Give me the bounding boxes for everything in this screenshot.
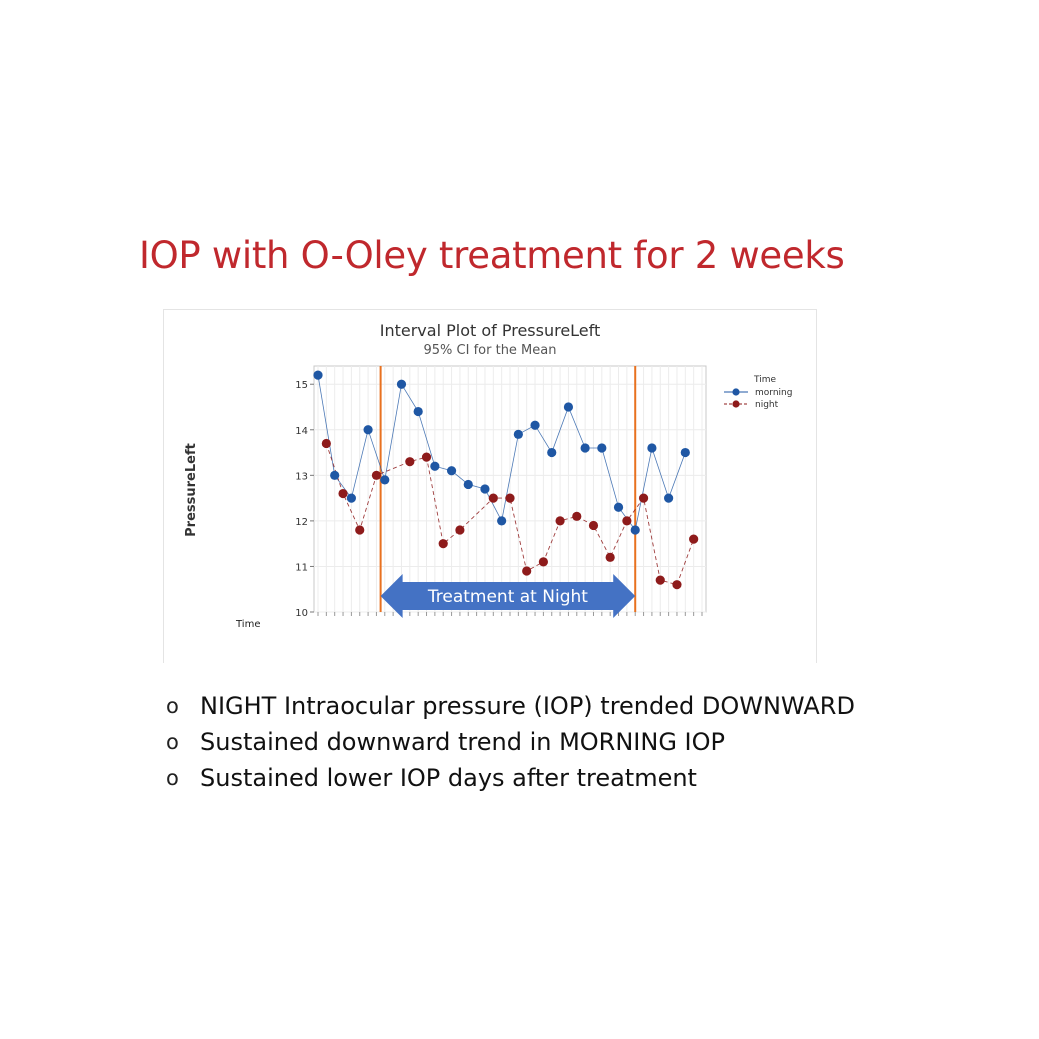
data-point-night [588, 520, 599, 531]
data-point-morning [480, 484, 490, 494]
data-point-morning [463, 479, 473, 490]
bullet-text: Sustained lower IOP days after treatment [200, 764, 697, 792]
legend-title: Time [753, 375, 776, 385]
data-point-night [555, 516, 565, 526]
y-tick-label: 12 [295, 517, 308, 528]
data-point-night [438, 539, 448, 549]
bullet-marker: o [166, 694, 179, 718]
interval-plot-chart: Interval Plot of PressureLeft 95% CI for… [163, 309, 817, 663]
data-point-morning [630, 525, 640, 535]
data-point-night [672, 580, 682, 590]
data-point-night [321, 438, 331, 449]
data-point-morning [363, 425, 373, 435]
treatment-label: Treatment at Night [427, 587, 588, 607]
data-point-morning [430, 461, 440, 471]
data-point-night [405, 457, 415, 467]
legend-marker-morning [732, 388, 740, 396]
y-tick-label: 11 [295, 562, 308, 573]
y-tick-label: 13 [295, 471, 308, 482]
data-point-night [455, 525, 465, 535]
bullet-text: NIGHT Intraocular pressure (IOP) trended… [200, 692, 855, 720]
x-axis-label: Time [235, 619, 260, 630]
data-point-morning [497, 516, 507, 526]
bullet-list: o NIGHT Intraocular pressure (IOP) trend… [166, 688, 855, 796]
data-point-night [689, 534, 699, 544]
data-point-morning [346, 493, 356, 503]
data-point-night [505, 493, 515, 503]
data-point-morning [513, 429, 523, 439]
y-tick-label: 14 [295, 426, 308, 437]
bullet-marker: o [166, 730, 179, 754]
bullet-text: Sustained downward trend in MORNING IOP [200, 728, 725, 756]
chart-svg: Interval Plot of PressureLeft 95% CI for… [184, 321, 792, 630]
y-tick-label: 15 [295, 380, 308, 391]
y-axis-ticks: 10 11 12 13 14 15 [295, 380, 314, 619]
data-series [313, 370, 699, 590]
legend: Time morning night [724, 375, 792, 410]
treatment-arrow [380, 574, 636, 619]
data-point-morning [547, 447, 557, 458]
data-point-morning [597, 443, 607, 453]
legend-marker-night [732, 400, 740, 408]
data-point-morning [680, 447, 690, 458]
data-point-morning [530, 420, 540, 430]
y-axis-label: PressureLeft [184, 443, 199, 537]
slide-title: IOP with O-Oley treatment for 2 weeks [139, 234, 845, 277]
data-point-night [572, 511, 582, 521]
data-point-night [605, 552, 615, 562]
bullet-item: o Sustained downward trend in MORNING IO… [166, 724, 855, 760]
data-point-morning [563, 402, 574, 412]
data-point-morning [580, 443, 590, 453]
bullet-marker: o [166, 766, 179, 790]
chart-subtitle: 95% CI for the Mean [424, 343, 557, 358]
data-point-morning [613, 502, 624, 512]
y-tick-label: 10 [295, 608, 308, 619]
treatment-reference-lines [379, 366, 637, 612]
legend-label-night: night [755, 400, 779, 410]
data-point-night [538, 557, 548, 567]
data-point-morning [647, 443, 657, 453]
data-point-morning [446, 466, 457, 476]
data-point-night [488, 493, 498, 503]
data-point-morning [380, 475, 390, 485]
data-point-morning [396, 379, 407, 389]
data-point-night [371, 470, 382, 480]
data-point-night [655, 575, 665, 585]
legend-items: morning night [724, 388, 792, 410]
bullet-item: o Sustained lower IOP days after treatme… [166, 760, 855, 796]
data-point-night [622, 516, 632, 526]
data-point-night [338, 488, 348, 499]
bullet-item: o NIGHT Intraocular pressure (IOP) trend… [166, 688, 855, 724]
data-point-night [638, 493, 649, 503]
treatment-annotation: Treatment at Night [380, 574, 636, 619]
data-point-night [522, 566, 532, 576]
data-point-night [355, 525, 365, 535]
data-point-morning [313, 370, 323, 380]
chart-title: Interval Plot of PressureLeft [380, 321, 601, 340]
data-point-night [421, 452, 432, 462]
legend-label-morning: morning [755, 388, 792, 398]
data-point-morning [413, 406, 423, 417]
data-point-morning [330, 470, 340, 480]
data-point-morning [664, 493, 674, 503]
